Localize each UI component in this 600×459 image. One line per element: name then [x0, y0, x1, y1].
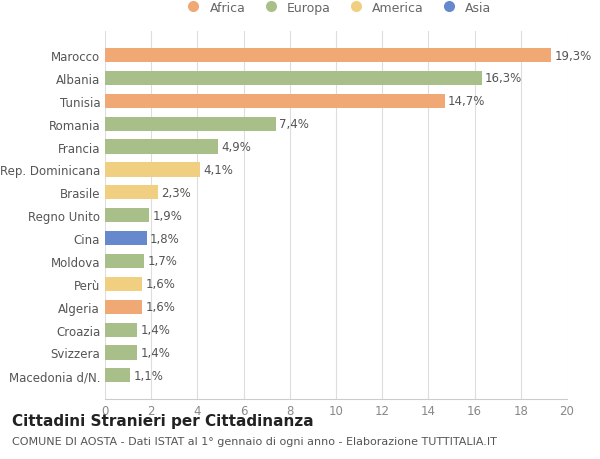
Text: 19,3%: 19,3%: [554, 50, 592, 62]
Text: 4,1%: 4,1%: [203, 163, 233, 177]
Text: 16,3%: 16,3%: [485, 72, 522, 85]
Text: 1,1%: 1,1%: [134, 369, 164, 382]
Bar: [105, 277, 142, 291]
Text: 1,6%: 1,6%: [145, 301, 175, 313]
Text: 7,4%: 7,4%: [280, 118, 309, 131]
Text: 14,7%: 14,7%: [448, 95, 485, 108]
Legend: Africa, Europa, America, Asia: Africa, Europa, America, Asia: [181, 2, 491, 15]
Bar: [105, 231, 146, 246]
Text: 1,8%: 1,8%: [150, 232, 180, 245]
Bar: [105, 186, 158, 200]
Text: 1,7%: 1,7%: [148, 255, 178, 268]
Bar: [105, 49, 551, 63]
Bar: [105, 209, 149, 223]
Bar: [105, 300, 142, 314]
Bar: [105, 369, 130, 383]
Bar: [105, 346, 137, 360]
Text: 1,4%: 1,4%: [141, 324, 170, 336]
Text: 1,6%: 1,6%: [145, 278, 175, 291]
Text: 4,9%: 4,9%: [221, 141, 251, 154]
Text: 1,9%: 1,9%: [152, 209, 182, 222]
Bar: [105, 72, 482, 86]
Bar: [105, 323, 137, 337]
Text: 2,3%: 2,3%: [161, 186, 191, 199]
Text: 1,4%: 1,4%: [141, 346, 170, 359]
Text: COMUNE DI AOSTA - Dati ISTAT al 1° gennaio di ogni anno - Elaborazione TUTTITALI: COMUNE DI AOSTA - Dati ISTAT al 1° genna…: [12, 436, 497, 446]
Bar: [105, 140, 218, 154]
Text: Cittadini Stranieri per Cittadinanza: Cittadini Stranieri per Cittadinanza: [12, 413, 314, 428]
Bar: [105, 118, 276, 131]
Bar: [105, 163, 200, 177]
Bar: [105, 95, 445, 109]
Bar: [105, 254, 144, 269]
